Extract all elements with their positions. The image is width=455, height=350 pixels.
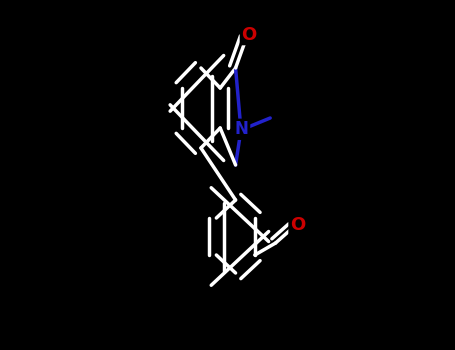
Text: O: O — [290, 216, 305, 234]
Text: N: N — [235, 120, 248, 138]
Text: O: O — [242, 26, 257, 43]
